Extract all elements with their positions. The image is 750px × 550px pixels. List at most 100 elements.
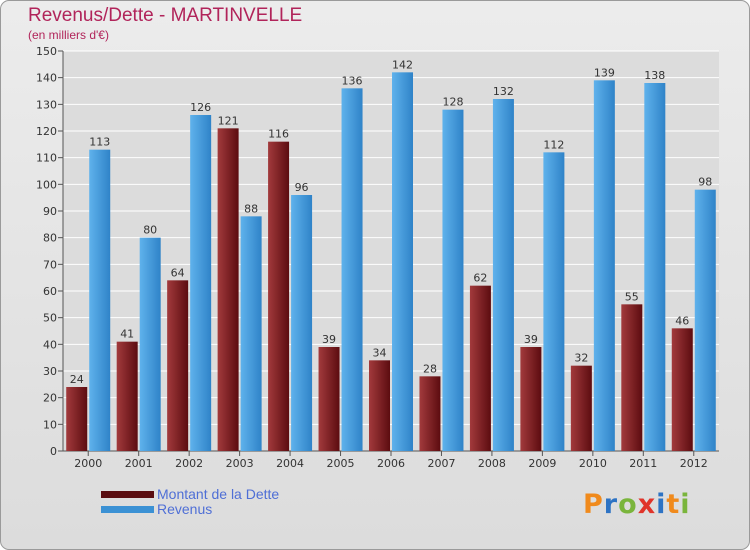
value-label-revenus: 113 xyxy=(89,136,110,149)
value-label-dette: 116 xyxy=(268,128,289,141)
logo-letter: i xyxy=(680,489,691,520)
bar-dette xyxy=(621,304,643,451)
x-tick-label: 2012 xyxy=(680,457,708,470)
x-tick-label: 2002 xyxy=(175,457,203,470)
x-tick-label: 2001 xyxy=(125,457,153,470)
y-tick-label: 150 xyxy=(36,45,57,58)
y-tick-label: 120 xyxy=(36,125,57,138)
bar-dette xyxy=(318,347,340,451)
value-labels: 24 113 41 80 64 126 121 88 116 96 39 136 34 142 28 128 6… xyxy=(70,58,713,386)
bar-dette xyxy=(167,280,189,451)
value-label-dette: 55 xyxy=(625,290,639,303)
x-tick-label: 2009 xyxy=(528,457,556,470)
logo-letter: r xyxy=(603,489,619,520)
logo-letter: o xyxy=(618,489,638,520)
bar-revenus xyxy=(392,72,413,451)
value-label-revenus: 139 xyxy=(594,66,615,79)
value-label-dette: 32 xyxy=(574,352,588,365)
value-label-revenus: 126 xyxy=(190,101,211,114)
bar-dette xyxy=(268,141,290,451)
bar-revenus xyxy=(139,237,161,451)
value-label-revenus: 136 xyxy=(342,74,363,87)
x-tick-label: 2000 xyxy=(74,457,102,470)
value-label-dette: 39 xyxy=(322,333,336,346)
value-label-dette: 64 xyxy=(171,266,185,279)
y-tick-label: 90 xyxy=(43,205,57,218)
bar-dette xyxy=(671,328,693,451)
bar-dette xyxy=(469,285,491,451)
y-tick-label: 100 xyxy=(36,178,57,191)
value-label-dette: 34 xyxy=(373,346,387,359)
bar-revenus xyxy=(240,216,262,451)
bar-revenus xyxy=(291,195,313,451)
y-axis-ticks: 0 10 20 30 40 50 60 70 80 90 100 110 120 130 140 150 xyxy=(36,45,719,458)
bar-dette xyxy=(217,128,239,451)
x-tick-label: 2007 xyxy=(427,457,455,470)
y-tick-label: 110 xyxy=(36,152,57,165)
x-tick-label: 2004 xyxy=(276,457,304,470)
y-tick-label: 10 xyxy=(43,418,57,431)
y-tick-label: 40 xyxy=(43,338,57,351)
y-tick-label: 60 xyxy=(43,285,57,298)
y-tick-label: 20 xyxy=(43,392,57,405)
bar-dette xyxy=(66,387,88,451)
bar-dette xyxy=(116,341,138,451)
bar-revenus xyxy=(543,152,565,452)
value-label-dette: 24 xyxy=(70,373,84,386)
bar-revenus xyxy=(694,189,716,451)
value-label-dette: 62 xyxy=(473,272,487,285)
bar-revenus xyxy=(341,88,363,451)
logo-letter: i xyxy=(656,489,667,520)
x-tick-label: 2008 xyxy=(478,457,506,470)
y-tick-label: 50 xyxy=(43,312,57,325)
legend-label-dette: Montant de la Dette xyxy=(157,486,280,502)
x-axis-ticks: 2000 2001 2002 2003 2004 2005 2006 2007 2008 2009… xyxy=(74,451,708,470)
value-label-revenus: 132 xyxy=(493,85,514,98)
chart-subtitle: (en milliers d'€) xyxy=(28,28,109,42)
value-label-dette: 41 xyxy=(120,328,134,341)
value-label-revenus: 80 xyxy=(143,224,157,237)
legend-swatch-dette xyxy=(101,491,154,498)
value-label-revenus: 112 xyxy=(543,138,564,151)
bar-revenus xyxy=(492,99,514,451)
value-label-dette: 121 xyxy=(218,114,239,127)
bar-dette xyxy=(570,365,592,451)
value-label-dette: 39 xyxy=(524,333,538,346)
y-tick-label: 130 xyxy=(36,98,57,111)
value-label-dette: 46 xyxy=(675,314,689,327)
y-tick-label: 30 xyxy=(43,365,57,378)
chart-title: Revenus/Dette - MARTINVELLE xyxy=(28,5,303,26)
proxiti-logo[interactable]: Proxiti xyxy=(583,489,691,520)
bar-dette xyxy=(369,360,390,451)
y-tick-label: 0 xyxy=(50,445,57,458)
grid-lines xyxy=(63,50,719,452)
bar-revenus xyxy=(190,115,212,451)
value-label-revenus: 98 xyxy=(698,176,712,189)
x-tick-label: 2010 xyxy=(579,457,607,470)
value-label-revenus: 142 xyxy=(392,58,413,71)
logo-letter: P xyxy=(583,489,604,520)
value-label-revenus: 138 xyxy=(644,69,665,82)
bars xyxy=(66,72,716,452)
y-tick-label: 80 xyxy=(43,232,57,245)
y-tick-label: 70 xyxy=(43,258,57,271)
x-tick-label: 2005 xyxy=(327,457,355,470)
x-tick-label: 2011 xyxy=(629,457,657,470)
legend-label-revenus: Revenus xyxy=(157,501,213,517)
bar-revenus xyxy=(89,149,111,451)
logo-letter: t xyxy=(666,489,681,520)
bar-revenus xyxy=(442,109,464,452)
bar-revenus xyxy=(593,80,615,451)
bar-revenus xyxy=(644,83,666,451)
value-label-revenus: 96 xyxy=(295,181,309,194)
y-tick-label: 140 xyxy=(36,72,57,85)
value-label-revenus: 128 xyxy=(442,96,463,109)
value-label-revenus: 88 xyxy=(244,202,258,215)
plot-area xyxy=(63,51,719,451)
logo-letter: x xyxy=(637,489,657,520)
value-label-dette: 28 xyxy=(423,362,437,375)
legend-swatch-revenus xyxy=(101,506,154,513)
x-tick-label: 2003 xyxy=(226,457,254,470)
